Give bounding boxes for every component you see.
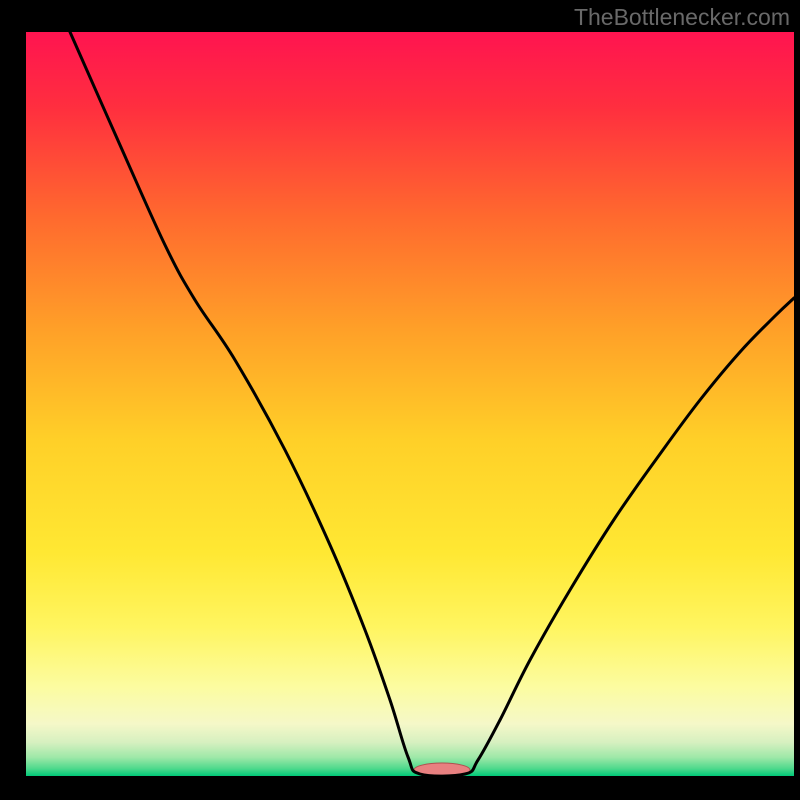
chart-gradient-background (26, 32, 794, 776)
bottleneck-chart (0, 0, 800, 800)
watermark-text: TheBottlenecker.com (574, 4, 790, 31)
